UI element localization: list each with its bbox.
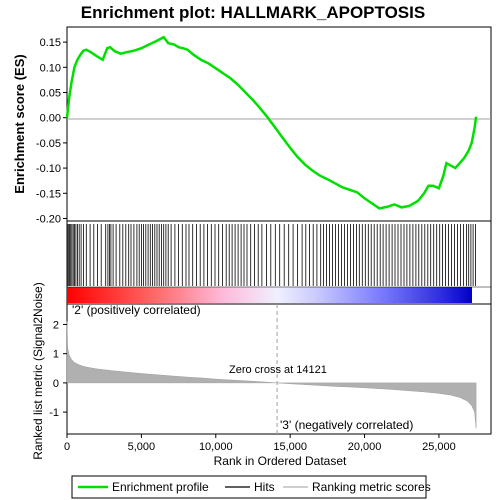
metric-x-tick-label: 15,000 [273, 441, 307, 453]
hit-lines [67, 224, 476, 286]
metric-x-tick-label: 0 [64, 441, 70, 453]
es-panel-frame [66, 26, 492, 222]
zero-cross-label: Zero cross at 14121 [229, 364, 327, 376]
metric-x-tick-label: 5,000 [128, 441, 156, 453]
ranking-metric-area [66, 321, 477, 429]
es-y-axis-label: Enrichment score (ES) [12, 54, 27, 193]
metric-y-tick-label: 0 [53, 378, 59, 390]
metric-x-axis-label: Rank in Ordered Dataset [214, 454, 347, 468]
metric-y-tick-label: 2 [53, 319, 59, 331]
chart-title: Enrichment plot: HALLMARK_APOPTOSIS [81, 3, 425, 22]
es-y-tick-label: -0.05 [36, 138, 61, 150]
es-y-tick-label: 0.10 [40, 62, 61, 74]
rank-color-bar [67, 287, 472, 303]
legend-label-metric: Ranking metric scores [312, 480, 431, 494]
es-y-tick-label: 0.05 [40, 88, 61, 100]
metric-y-tick-label: -1 [49, 407, 59, 419]
metric-x-tick-label: 25,000 [422, 441, 456, 453]
metric-x-tick-label: 10,000 [199, 441, 233, 453]
metric-x-tick-label: 20,000 [348, 441, 382, 453]
metric-y-axis: 2 1 0 -1 [49, 319, 67, 419]
legend: Enrichment profile Hits Ranking metric s… [71, 475, 431, 499]
positive-correlated-label: '2' (positively correlated) [72, 303, 201, 317]
legend-label-hits: Hits [254, 480, 275, 494]
metric-y-tick-label: 1 [53, 349, 59, 361]
metric-y-axis-label: Ranked list metric (Signal2Noise) [31, 282, 45, 459]
es-y-tick-label: -0.10 [36, 163, 61, 175]
hits-panel [66, 220, 492, 305]
es-y-tick-label: 0.15 [40, 37, 61, 49]
es-y-tick-label: -0.15 [36, 188, 61, 200]
es-panel: 0.15 0.10 0.05 0.00 -0.05 -0.10 -0.15 -0.20 Enr… [12, 26, 492, 225]
negative-correlated-label: '3' (negatively correlated) [280, 418, 413, 432]
enrichment-profile-line [65, 35, 478, 210]
metric-panel: 2 1 0 -1 0 5,000 10,000 15,000 20,000 25,000 '2'… [31, 282, 492, 468]
es-y-tick-label: -0.20 [36, 213, 61, 225]
metric-x-axis: 0 5,000 10,000 15,000 20,000 25,000 [64, 434, 456, 453]
metric-panel-frame [66, 303, 492, 435]
es-y-tick-label: 0.00 [40, 113, 61, 125]
legend-label-profile: Enrichment profile [112, 480, 209, 494]
es-y-axis: 0.15 0.10 0.05 0.00 -0.05 -0.10 -0.15 -0.20 [36, 37, 67, 225]
